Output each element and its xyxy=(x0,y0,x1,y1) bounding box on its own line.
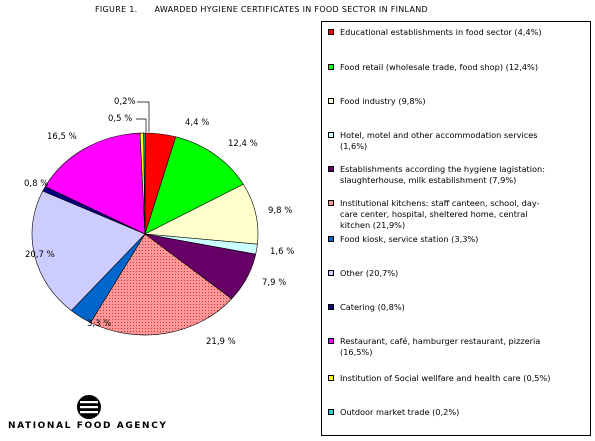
legend-label-6: Institutional kitchens: staff canteen, s… xyxy=(340,198,540,230)
slice-value-label-1: 4,4 % xyxy=(185,118,209,128)
legend-label-2: Food retail (wholesale trade, food shop)… xyxy=(340,62,539,72)
legend-swatch-6 xyxy=(328,200,334,206)
legend-swatch-11 xyxy=(328,375,334,381)
slice-value-label-8: 20,7 % xyxy=(25,250,55,260)
legend-swatch-1 xyxy=(328,29,334,35)
legend-swatch-8 xyxy=(328,270,334,276)
legend-item-1: Educational establishments in food secto… xyxy=(328,27,586,38)
pie-chart: 4,4 % 12,4 % 9,8 % 1,6 % 7,9 % 21,9 % 3,3 % 20,… xyxy=(24,97,294,347)
pie-slice-2 xyxy=(144,136,244,235)
chart-legend: Educational establishments in food secto… xyxy=(321,21,591,436)
legend-label-8: Other (20,7%) xyxy=(340,268,399,278)
legend-label-9: Catering (0,8%) xyxy=(340,302,405,312)
slice-value-label-7: 3,3 % xyxy=(87,319,111,329)
chart-title: FIGURE 1. AWARDED HYGIENE CERTIFICATES I… xyxy=(95,5,429,14)
legend-item-7: Food kiosk, service station (3,3%) xyxy=(328,234,586,245)
legend-label-1: Educational establishments in food secto… xyxy=(340,27,542,37)
legend-swatch-2 xyxy=(328,64,334,70)
pie-slice-10 xyxy=(44,132,146,235)
slice-value-label-10: 16,5 % xyxy=(47,132,77,142)
slice-value-label-4: 1,6 % xyxy=(270,247,294,257)
legend-item-9: Catering (0,8%) xyxy=(328,302,586,313)
legend-label-12: Outdoor market trade (0,2%) xyxy=(340,407,460,417)
nfa-logo-icon xyxy=(76,395,101,419)
legend-item-5: Establishments according the hygiene lag… xyxy=(328,164,586,186)
legend-label-10: Restaurant, café, hamburger restaurant, … xyxy=(340,336,541,357)
legend-item-6: Institutional kitchens: staff canteen, s… xyxy=(328,198,586,231)
legend-item-10: Restaurant, café, hamburger restaurant, … xyxy=(328,336,586,358)
pie-slice-6 xyxy=(90,233,233,336)
slice-value-label-2: 12,4 % xyxy=(228,139,258,149)
legend-label-3: Food industry (9,8%) xyxy=(340,96,426,106)
legend-swatch-3 xyxy=(328,98,334,104)
leader-line-2 xyxy=(137,101,150,132)
legend-item-2: Food retail (wholesale trade, food shop)… xyxy=(328,62,586,73)
legend-swatch-9 xyxy=(328,304,334,310)
slice-value-label-3: 9,8 % xyxy=(268,206,292,216)
legend-item-3: Food industry (9,8%) xyxy=(328,96,586,107)
legend-item-12: Outdoor market trade (0,2%) xyxy=(328,407,586,418)
leader-line-1 xyxy=(136,118,147,132)
legend-swatch-7 xyxy=(328,236,334,242)
legend-swatch-12 xyxy=(328,409,334,415)
legend-swatch-5 xyxy=(328,166,334,172)
slice-value-label-6: 21,9 % xyxy=(206,337,236,347)
slice-value-label-12: 0,2% xyxy=(114,97,136,107)
legend-item-11: Institution of Social wellfare and healt… xyxy=(328,373,586,384)
slice-value-label-5: 7,9 % xyxy=(262,278,286,288)
legend-item-4: Hotel, motel and other accommodation ser… xyxy=(328,130,586,152)
legend-item-8: Other (20,7%) xyxy=(328,268,586,279)
legend-label-7: Food kiosk, service station (3,3%) xyxy=(340,234,479,244)
legend-label-5: Establishments according the hygiene lag… xyxy=(340,164,545,185)
brand-name: NATIONAL FOOD AGENCY xyxy=(8,421,168,431)
legend-swatch-10 xyxy=(328,338,334,344)
pie-slice-8 xyxy=(31,190,146,311)
legend-label-4: Hotel, motel and other accommodation ser… xyxy=(340,130,538,151)
legend-label-11: Institution of Social wellfare and healt… xyxy=(340,373,551,383)
legend-swatch-4 xyxy=(328,132,334,138)
pie-slice-12 xyxy=(143,132,146,235)
slice-value-label-11: 0,5 % xyxy=(108,114,132,124)
slice-value-label-9: 0,8 % xyxy=(24,179,48,189)
